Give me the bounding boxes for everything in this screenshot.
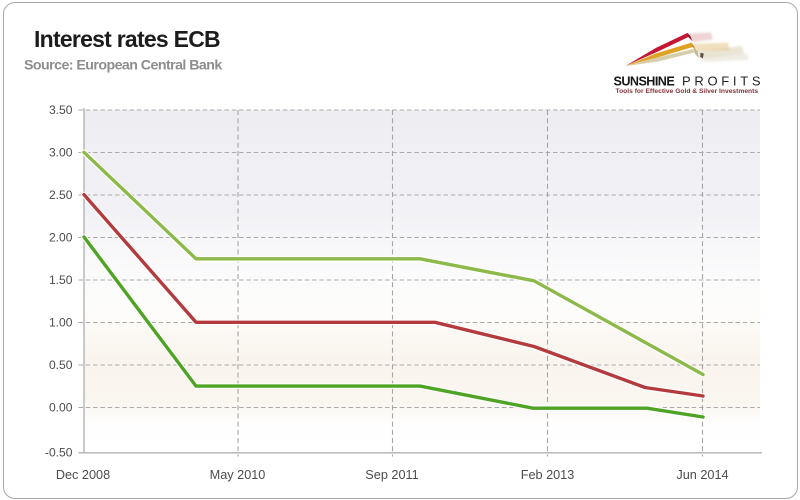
svg-text:3.50: 3.50 [49, 103, 73, 117]
svg-text:PROFITS: PROFITS [682, 73, 764, 88]
svg-text:Source: European Central Bank: Source: European Central Bank [24, 57, 222, 73]
svg-text:SUNSHINE: SUNSHINE [614, 74, 675, 88]
svg-text:1.00: 1.00 [49, 316, 73, 330]
svg-text:Jun 2014: Jun 2014 [676, 468, 728, 482]
svg-text:0.50: 0.50 [49, 358, 73, 372]
svg-text:2.00: 2.00 [49, 231, 73, 245]
svg-text:May 2010: May 2010 [210, 468, 266, 482]
svg-text:2.50: 2.50 [49, 188, 73, 202]
svg-text:-0.50: -0.50 [45, 446, 73, 460]
svg-text:3.00: 3.00 [49, 146, 73, 160]
svg-text:Sep 2011: Sep 2011 [365, 468, 418, 482]
svg-text:1.50: 1.50 [49, 273, 73, 287]
svg-text:Feb 2013: Feb 2013 [521, 468, 575, 482]
svg-text:Tools for Effective Gold & Sil: Tools for Effective Gold & Silver Invest… [616, 88, 759, 95]
svg-text:Interest rates ECB: Interest rates ECB [34, 26, 220, 52]
svg-text:Dec 2008: Dec 2008 [56, 468, 110, 482]
svg-text:0.00: 0.00 [49, 401, 73, 415]
